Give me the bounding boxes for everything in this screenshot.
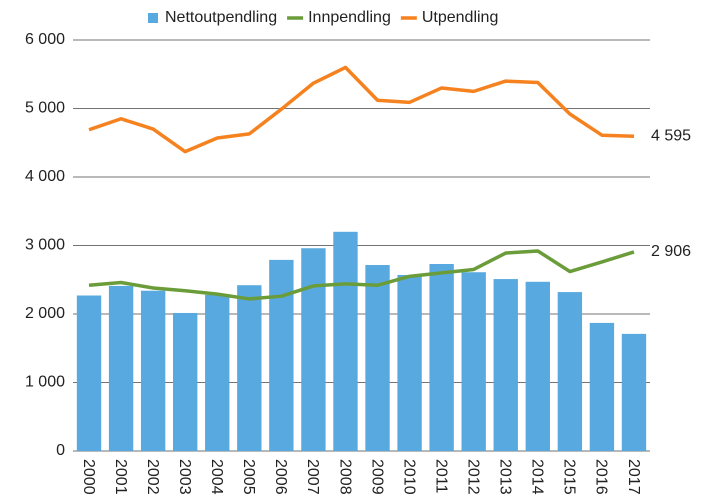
x-tick-label: 2000 [80,459,97,495]
bar [301,248,326,451]
x-tick-label: 2013 [497,459,514,495]
bar [525,281,550,451]
data-label: 4 595 [651,127,691,144]
bar [237,285,262,451]
y-tick-label: 6 000 [25,31,65,48]
x-tick-label: 2009 [368,459,385,495]
y-tick-label: 4 000 [25,168,65,185]
y-tick-label: 3 000 [25,237,65,254]
bar [365,265,390,451]
x-tick-label: 2001 [112,459,129,495]
legend-label: Innpendling [308,9,391,26]
x-tick-label: 2012 [464,459,481,495]
legend-label: Utpendling [422,9,499,26]
y-tick-label: 5 000 [25,100,65,117]
bar [429,263,454,451]
bar [589,322,615,451]
bar [140,290,166,451]
x-tick-label: 2007 [304,459,321,495]
line-series [88,249,635,301]
data-label: 2 906 [651,243,691,260]
x-tick-label: 2014 [529,459,546,495]
y-tick-label: 0 [56,442,65,459]
bar [108,285,134,451]
x-tick-label: 2015 [561,459,578,495]
y-tick-label: 2 000 [25,305,65,322]
bar [269,259,294,451]
x-tick-label: 2005 [240,459,257,495]
legend-label: Nettoutpendling [165,9,277,26]
x-tick-label: 2016 [593,459,610,495]
bar [76,295,102,451]
y-tick-label: 1 000 [25,374,65,391]
bar [621,333,647,451]
x-tick-label: 2004 [208,459,225,495]
x-tick-label: 2003 [176,459,193,495]
bar [493,279,518,451]
line-series [88,65,635,154]
x-tick-label: 2002 [144,459,161,495]
x-tick-label: 2006 [272,459,289,495]
x-tick-label: 2008 [336,459,353,495]
bar [333,231,358,451]
bar [557,292,583,451]
x-tick-label: 2011 [432,459,449,494]
bar [397,274,422,451]
legend-swatch [148,13,158,23]
x-tick-label: 2017 [625,459,642,495]
bar [461,272,486,451]
bar [205,294,230,451]
bar [173,312,198,451]
x-tick-label: 2010 [400,459,417,495]
